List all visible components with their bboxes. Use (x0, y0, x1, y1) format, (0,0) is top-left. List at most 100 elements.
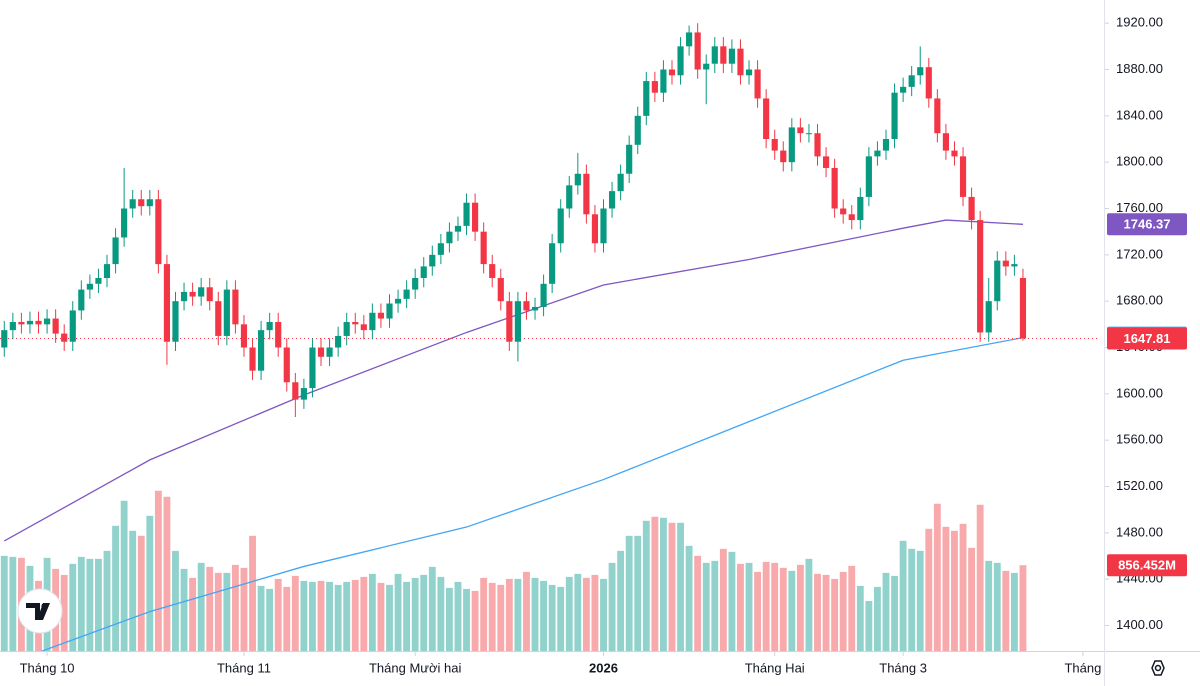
candle-body (446, 231, 453, 244)
candle-body (677, 46, 684, 76)
candle-body (977, 220, 984, 333)
candle-body (420, 266, 427, 279)
candle-body (506, 301, 513, 342)
volume-bar (309, 581, 316, 651)
volume-bar (9, 556, 17, 651)
candle-body (86, 283, 93, 290)
volume-bar (702, 562, 710, 651)
candle-body (771, 139, 778, 151)
candle-body (865, 156, 872, 197)
volume-badge-box (1107, 554, 1187, 577)
candle-body (335, 335, 342, 348)
volume-bar (437, 576, 445, 651)
ma-badge-text: 1746.37 (1124, 217, 1171, 232)
volume-bar (394, 573, 402, 651)
volume-bar (839, 571, 847, 651)
candle-body (480, 231, 487, 265)
volume-bar (608, 562, 616, 651)
candle-body (694, 32, 701, 70)
volume-bar (497, 584, 505, 651)
x-tick-label: 2026 (589, 660, 618, 675)
volume-bar (420, 574, 428, 651)
volume-bar (959, 523, 967, 651)
ma-badge: 1746.37 (1107, 213, 1187, 236)
volume-bar (968, 547, 976, 651)
candle-body (52, 318, 59, 334)
x-tick-label: Tháng Mười hai (369, 660, 461, 675)
x-tick-label: Tháng 11 (217, 660, 271, 675)
candle-body (942, 133, 949, 151)
candle-body (472, 202, 479, 232)
candle-body (78, 289, 85, 311)
candle-body (300, 388, 307, 400)
volume-bar (368, 573, 376, 651)
volume-bar (163, 496, 171, 651)
candle-body (891, 92, 898, 140)
candle-body (69, 310, 76, 342)
y-tick-label: 1680.00 (1116, 293, 1163, 308)
candle-body (232, 289, 239, 325)
candle-body (292, 382, 299, 400)
candle-body (26, 320, 34, 325)
candle-body (840, 208, 847, 215)
volume-bar (386, 584, 393, 651)
candle-body (626, 144, 633, 174)
volume-bar (925, 528, 933, 651)
volume-bar (779, 567, 787, 651)
volume-bar (129, 530, 137, 651)
volume-bar (189, 577, 197, 651)
candle-body (720, 46, 727, 64)
x-tick-label: Tháng 3 (879, 660, 927, 675)
volume-bar (0, 555, 8, 651)
candle-body (249, 347, 256, 371)
candle-body (343, 322, 350, 336)
volume-bar (351, 579, 359, 651)
candle-body (549, 243, 556, 284)
volume-bar (266, 588, 274, 651)
candle-body (643, 81, 650, 116)
candle-body (146, 199, 153, 207)
candle-body (369, 312, 376, 331)
x-tick-label: Tháng (1064, 660, 1101, 675)
candle-body (634, 115, 641, 145)
settings-button[interactable] (1151, 660, 1165, 676)
candle-body (377, 312, 385, 319)
volume-bar (214, 572, 222, 651)
volume-badge-text: 856.452M (1118, 558, 1176, 573)
volume-bar (805, 558, 813, 651)
volume-bar (403, 581, 411, 651)
candle-body (591, 214, 599, 244)
volume-bar (617, 550, 625, 651)
y-tick-label: 1840.00 (1116, 107, 1163, 122)
volume-bar (856, 585, 864, 651)
candle-body (917, 67, 924, 76)
moving-average-line (40, 336, 1024, 651)
candle-body (797, 127, 804, 134)
volume-bar (146, 515, 154, 651)
candle-body (223, 289, 230, 336)
volume-bar (69, 563, 77, 651)
volume-bar (428, 566, 436, 651)
candle-body (386, 303, 393, 319)
volume-bar (668, 522, 676, 651)
line-layer (0, 219, 1100, 651)
price-badge-box (1107, 327, 1187, 350)
volume-bar (334, 584, 342, 651)
volume-bar (77, 556, 85, 651)
candle-body (617, 173, 624, 192)
candle-body (258, 330, 265, 371)
candle-body (711, 46, 718, 64)
volume-bar (274, 578, 282, 651)
volume-bar (291, 575, 299, 651)
candle-body (360, 324, 367, 331)
volume-bar (951, 530, 958, 651)
candle-body (283, 347, 290, 383)
volume-bar (916, 550, 924, 651)
y-tick-label: 1760.00 (1116, 200, 1163, 215)
candle-body (608, 191, 616, 209)
volume-bar (600, 578, 607, 651)
volume-bar (771, 562, 779, 651)
volume-badge: 856.452M (1107, 554, 1187, 577)
settings-icon[interactable] (1151, 660, 1165, 676)
volume-bar (899, 540, 907, 651)
